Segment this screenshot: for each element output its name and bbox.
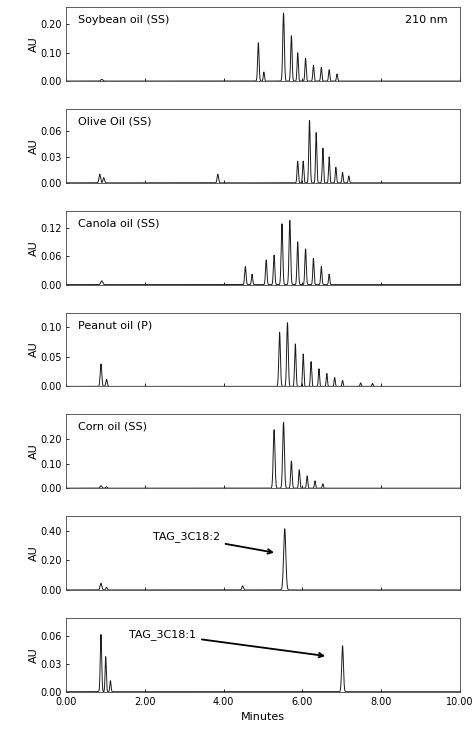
Y-axis label: AU: AU: [28, 37, 38, 52]
Text: Canola oil (SS): Canola oil (SS): [78, 218, 160, 228]
Text: TAG_3C18:1: TAG_3C18:1: [129, 629, 323, 657]
Y-axis label: AU: AU: [29, 647, 39, 662]
Y-axis label: AU: AU: [28, 545, 38, 561]
Y-axis label: AU: AU: [28, 342, 38, 357]
Y-axis label: AU: AU: [28, 444, 38, 459]
Text: Peanut oil (P): Peanut oil (P): [78, 320, 153, 330]
Y-axis label: AU: AU: [29, 138, 39, 154]
X-axis label: Minutes: Minutes: [241, 712, 285, 722]
Text: TAG_3C18:2: TAG_3C18:2: [153, 531, 272, 553]
Text: Olive Oil (SS): Olive Oil (SS): [78, 116, 152, 127]
Text: Soybean oil (SS): Soybean oil (SS): [78, 15, 170, 25]
Text: 210 nm: 210 nm: [405, 15, 448, 25]
Text: Corn oil (SS): Corn oil (SS): [78, 422, 147, 432]
Y-axis label: AU: AU: [28, 240, 38, 255]
